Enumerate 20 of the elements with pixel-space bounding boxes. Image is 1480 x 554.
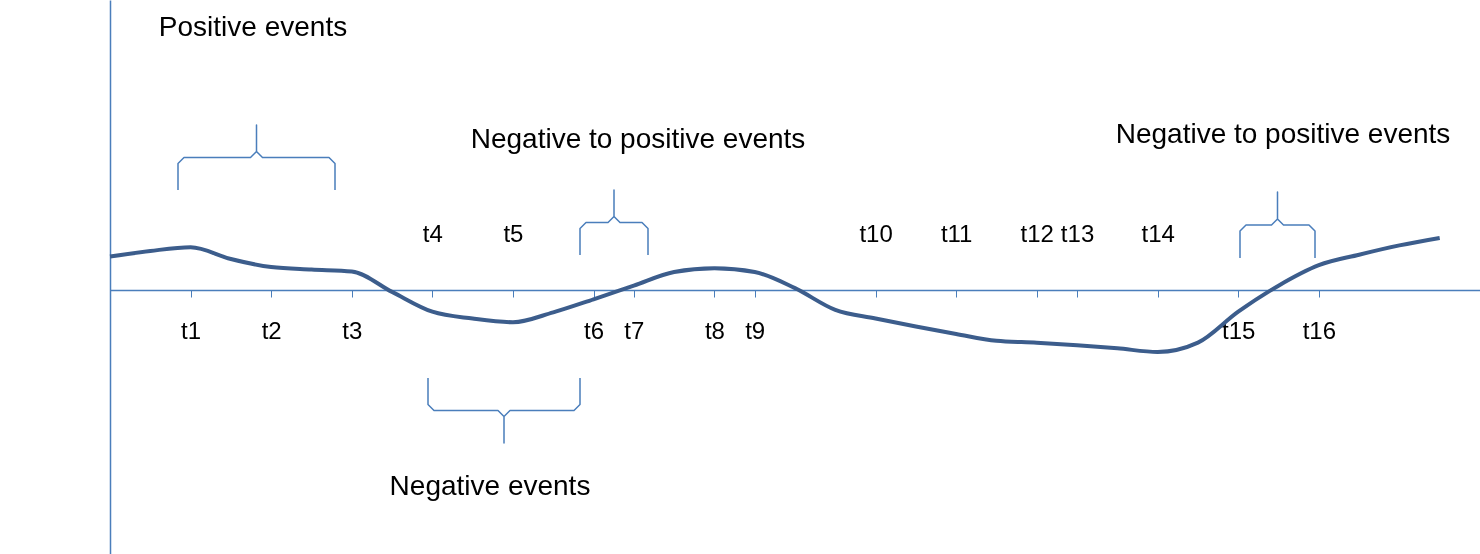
x-tick-label: t3 [342, 316, 363, 344]
x-tick-label: t15 [1222, 316, 1256, 344]
x-tick-label: t5 [503, 219, 524, 247]
text: Negative events [389, 470, 591, 501]
x-tick-label: t14 [1141, 219, 1175, 247]
x-tick-label: t16 [1302, 316, 1337, 344]
x-tick-label: t12 [1020, 219, 1054, 247]
x-tick-label: t10 [859, 219, 893, 247]
x-tick-label: t9 [745, 316, 766, 344]
text: Negative to positive events [470, 123, 806, 154]
x-tick-label: t4 [422, 219, 443, 247]
text: Positive events [158, 11, 348, 42]
x-tick-label: t2 [261, 316, 282, 344]
x-tick-label: t8 [704, 316, 725, 344]
x-tick-label: t13 [1060, 219, 1095, 247]
x-tick-label: t1 [181, 316, 202, 344]
x-tick-label: t11 [940, 219, 973, 247]
x-tick-label: t7 [624, 316, 645, 344]
text: Negative to positive events [1115, 118, 1451, 149]
x-tick-label: t6 [584, 316, 605, 344]
